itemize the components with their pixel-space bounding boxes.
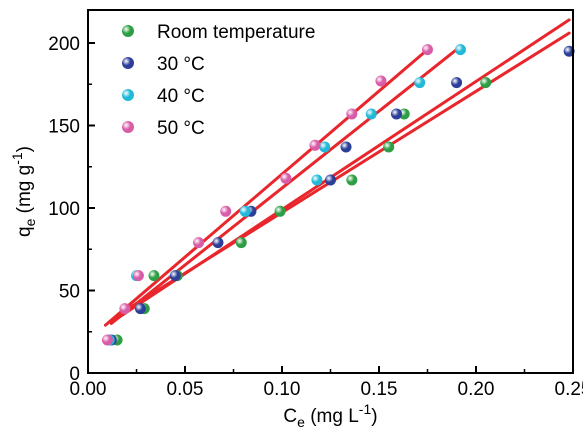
point-50-c <box>422 44 433 56</box>
x-tick-label: 0.20 <box>458 379 495 400</box>
legend-marker-40-c <box>122 89 134 101</box>
x-tick-label: 0.25 <box>555 379 583 400</box>
fit-line-30-c <box>115 18 571 321</box>
point-50-c <box>309 139 321 151</box>
point-50-c <box>375 75 387 87</box>
point-50-c <box>220 205 232 217</box>
point-30-c <box>451 77 463 89</box>
point-30-c <box>169 270 181 282</box>
y-tick-label: 200 <box>48 34 80 55</box>
point-50-c <box>119 303 131 315</box>
point-room-temperature <box>148 270 160 282</box>
x-axis-title-units-end: ) <box>371 406 377 427</box>
point-room-temperature <box>480 77 492 89</box>
y-axis-title: qe (mg g-1) <box>9 146 38 237</box>
point-room-temperature <box>383 141 395 153</box>
x-tick-label: 0.00 <box>70 379 107 400</box>
legend-label-30-c: 30 °C <box>157 54 205 75</box>
point-50-c <box>346 108 358 120</box>
y-tick-label: 150 <box>48 117 80 138</box>
legend-marker-room-temperature <box>122 25 134 37</box>
fit-line-50-c <box>103 48 429 327</box>
point-room-temperature <box>274 205 286 217</box>
point-room-temperature <box>398 108 410 120</box>
point-40-c <box>311 174 323 186</box>
point-30-c <box>325 174 336 186</box>
y-tick-label: 0 <box>69 364 80 385</box>
x-tick-label: 0.15 <box>361 379 398 400</box>
point-50-c <box>193 237 205 249</box>
y-axis-ticks: 0 50 100 150 200 <box>48 34 95 385</box>
x-axis-title-superscript: -1 <box>359 401 372 417</box>
legend-marker-30-c <box>122 57 134 69</box>
point-30-c <box>390 108 402 120</box>
legend-label-room-temperature: Room temperature <box>157 22 315 43</box>
y-axis-title-units-end: ) <box>14 146 35 152</box>
x-axis-title-main: C <box>283 406 297 427</box>
y-tick-label: 100 <box>48 199 80 220</box>
point-40-c <box>414 77 426 89</box>
point-room-temperature <box>235 237 247 249</box>
x-tick-label: 0.10 <box>264 379 301 400</box>
x-tick-label: 0.05 <box>167 379 204 400</box>
point-40-c <box>365 108 377 120</box>
x-axis-title-units: (mg L <box>305 406 359 427</box>
point-30-c <box>340 141 352 153</box>
legend: Room temperature 30 °C 40 °C 50 °C <box>122 22 315 139</box>
point-50-c <box>280 172 292 184</box>
legend-label-50-c: 50 °C <box>157 118 205 139</box>
x-axis-ticks: 0.00 0.05 0.10 0.15 0.20 0.25 <box>70 366 583 400</box>
y-tick-label: 50 <box>59 282 80 303</box>
point-room-temperature <box>346 174 358 186</box>
point-40-c <box>454 44 466 56</box>
x-axis-title-subscript: e <box>297 414 305 430</box>
point-30-c <box>563 45 575 57</box>
y-axis-title-superscript: -1 <box>9 152 25 165</box>
data-points <box>101 44 575 346</box>
x-axis-title: Ce (mg L-1) <box>283 401 377 430</box>
y-axis-title-subscript: e <box>22 218 38 226</box>
y-axis-title-units: (mg g <box>14 165 35 219</box>
point-50-c <box>132 270 144 282</box>
fit-lines <box>103 18 571 327</box>
point-40-c <box>239 205 251 217</box>
point-30-c <box>134 303 146 315</box>
legend-marker-50-c <box>122 121 134 133</box>
point-50-c <box>101 334 113 346</box>
point-40-c <box>319 141 331 153</box>
legend-label-40-c: 40 °C <box>157 86 205 107</box>
y-axis-title-main: q <box>14 226 35 237</box>
point-30-c <box>212 237 224 249</box>
fit-line-40-c <box>109 48 459 325</box>
